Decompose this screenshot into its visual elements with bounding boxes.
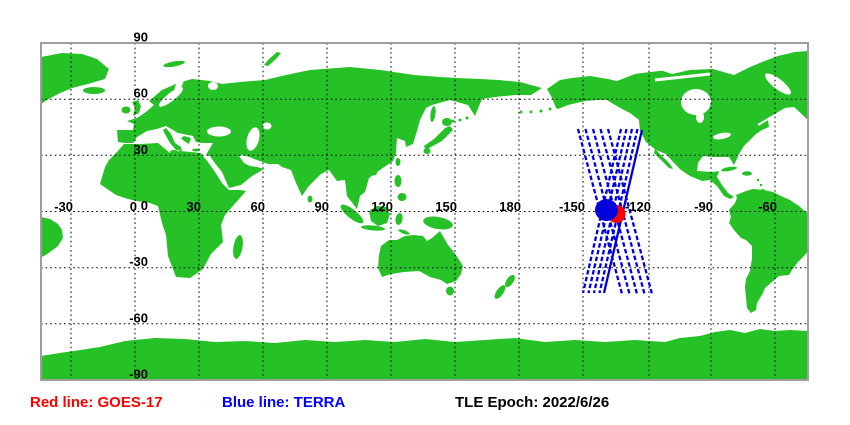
lon-tick-label: -120 xyxy=(625,199,651,214)
lon-tick-label: 30 xyxy=(187,199,201,214)
landmass-hispaniola xyxy=(742,171,752,176)
landmass-nz-south xyxy=(494,285,506,299)
lon-tick-label: -90 xyxy=(694,199,713,214)
landmass-kuril-1 xyxy=(465,116,469,120)
landmass-cuba xyxy=(721,166,737,172)
water-st-lawrence xyxy=(757,114,776,126)
water-black-sea xyxy=(207,126,231,137)
landmass-baja xyxy=(654,149,673,169)
landmass-greece xyxy=(181,136,191,144)
landmass-antarctica xyxy=(41,329,808,380)
landmass-hainan xyxy=(371,170,377,176)
terra-position-marker xyxy=(595,199,618,221)
landmass-sulawesi xyxy=(395,213,403,225)
lon-tick-label: -60 xyxy=(758,199,777,214)
lat-tick-label: -90 xyxy=(129,367,148,382)
lon-tick-label: 150 xyxy=(435,199,457,214)
water-hudson-bay xyxy=(681,89,711,115)
water-james-bay xyxy=(696,111,704,123)
landmass-greenland-west xyxy=(41,53,109,104)
water-aral-sea xyxy=(262,122,272,130)
landmass-australia xyxy=(378,231,463,284)
water-baltic-sea xyxy=(158,87,184,107)
lat-tick-label: 30 xyxy=(134,142,148,157)
lon-tick-label: 90 xyxy=(315,199,329,214)
legend-terra: Blue line: TERRA xyxy=(222,394,346,411)
grid-layer xyxy=(41,43,808,380)
landmass-java xyxy=(361,225,385,231)
axis-labels-layer: -30 0 30 60 90 120 150 180 -150 -120 -90 -60 90 60 30 0… xyxy=(54,30,777,382)
landmass-tasmania xyxy=(446,286,454,296)
lon-tick-label: 120 xyxy=(371,199,393,214)
lon-tick-label: -30 xyxy=(54,199,73,214)
landmass-hokkaido xyxy=(442,118,452,126)
landmass-aleutian-4 xyxy=(519,110,523,114)
tle-epoch-label: TLE Epoch: 2022/6/26 xyxy=(455,394,610,411)
lon-tick-label: 180 xyxy=(499,199,521,214)
landmass-sri-lanka xyxy=(307,195,313,203)
lat-tick-label: 90 xyxy=(134,30,148,45)
landmass-new-guinea xyxy=(423,216,453,230)
landmass-britain xyxy=(132,100,141,116)
landmass-antilles-1 xyxy=(756,178,760,182)
landmass-mindanao xyxy=(397,193,407,201)
landmass-aleutian-1 xyxy=(548,107,552,111)
landmass-iceland xyxy=(83,87,105,94)
landmass-south-america xyxy=(729,189,808,313)
landmass-nz-north xyxy=(505,274,515,288)
lat-tick-label: 0 xyxy=(141,198,148,213)
landmass-italy xyxy=(163,128,182,151)
water-arctic-channel-2 xyxy=(654,72,711,82)
landmass-svalbard xyxy=(163,60,185,68)
landmass-eurasia xyxy=(117,67,542,209)
water-gulf-bothnia xyxy=(174,77,184,93)
landmass-aleutian-2 xyxy=(539,109,543,113)
map-frame-border xyxy=(40,42,809,381)
landmass-ireland xyxy=(121,106,131,114)
landmass-kuril-3 xyxy=(451,119,455,123)
landmass-brazil-wrap xyxy=(41,217,63,257)
landmass-north-america xyxy=(547,51,808,199)
landmass-crete xyxy=(192,148,200,152)
lat-tick-label: -60 xyxy=(129,310,148,325)
landmass-honshu xyxy=(424,126,453,150)
landmass-novaya-zemlya xyxy=(264,52,281,66)
landmass-borneo xyxy=(369,206,390,226)
land-layer xyxy=(41,51,808,380)
landmass-luzon xyxy=(394,175,402,187)
landmass-timor xyxy=(398,229,410,235)
legend-goes17: Red line: GOES-17 xyxy=(30,394,163,411)
landmass-aleutian-3 xyxy=(529,110,533,114)
landmass-kuril-2 xyxy=(458,118,462,122)
landmass-sakhalin xyxy=(430,106,436,122)
water-caspian-sea xyxy=(246,127,260,151)
water-white-sea xyxy=(208,82,218,90)
landmass-madagascar xyxy=(233,235,243,259)
water-arctic-channel-3 xyxy=(699,58,746,64)
landmass-africa xyxy=(100,143,246,278)
satellite-marker-layer xyxy=(595,199,626,223)
water-arctic-channel-1 xyxy=(629,65,681,75)
lon-tick-label: 60 xyxy=(251,199,265,214)
lat-tick-label: 60 xyxy=(134,86,148,101)
landmass-kyushu xyxy=(423,148,431,154)
landmass-taiwan xyxy=(395,158,401,166)
landmass-sumatra xyxy=(340,204,364,224)
lon-tick-label: -150 xyxy=(559,199,585,214)
water-great-lakes xyxy=(713,132,731,140)
lon-tick-label: 0 xyxy=(130,199,137,214)
water-persian-gulf xyxy=(242,156,256,164)
lat-tick-label: -30 xyxy=(129,254,148,269)
water-baffin-bay xyxy=(765,73,791,95)
landmass-antilles-2 xyxy=(759,183,763,187)
